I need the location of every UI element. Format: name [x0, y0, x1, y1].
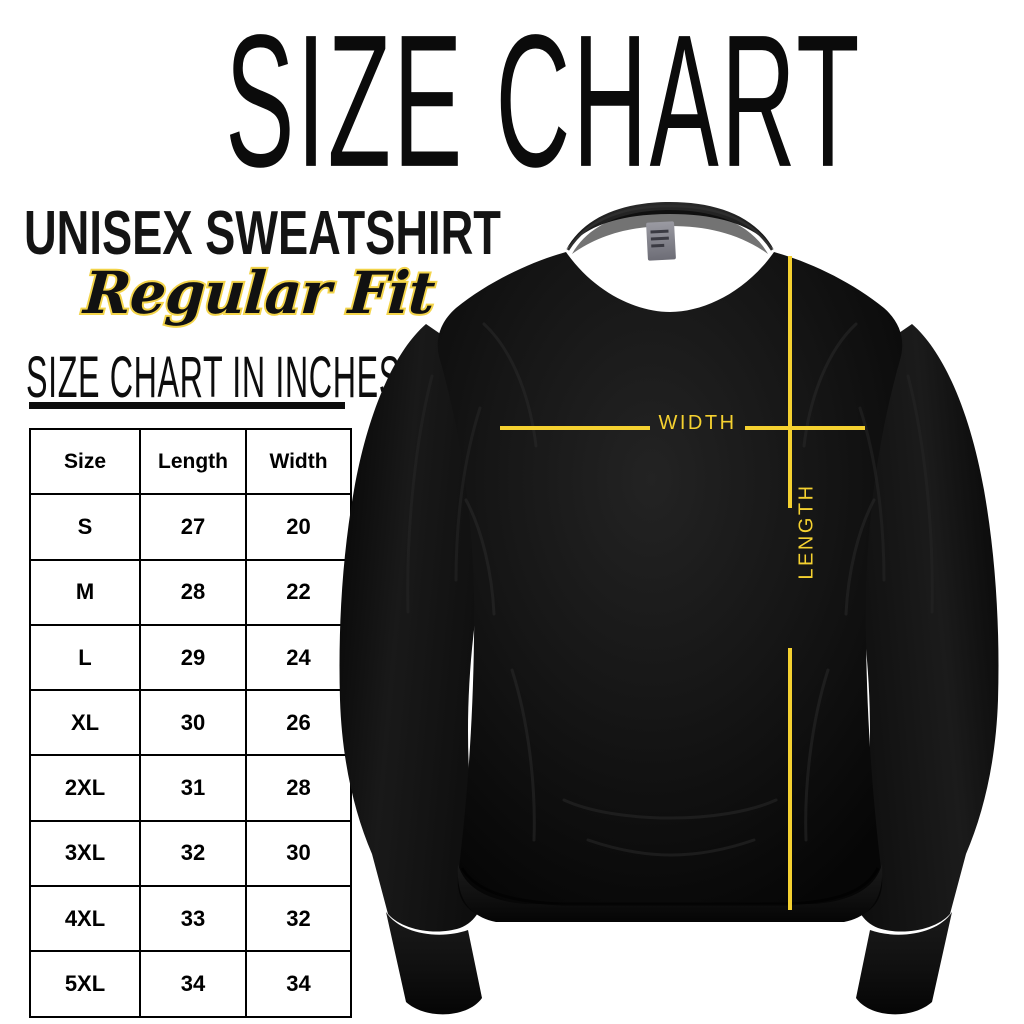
cell-length: 27	[139, 493, 247, 561]
table-row: 5XL 34 34	[29, 950, 352, 1018]
cell-length: 34	[139, 950, 247, 1018]
cell-width: 34	[245, 950, 352, 1018]
table-body: S 27 20 M 28 22 L 29 24 XL 30 26 2XL 31	[29, 493, 352, 1018]
cell-size: 5XL	[29, 950, 141, 1018]
table-row: 4XL 33 32	[29, 885, 352, 953]
cell-length: 33	[139, 885, 247, 953]
column-header-size: Size	[29, 427, 141, 496]
cell-size: L	[29, 623, 141, 692]
cell-length: 32	[139, 819, 247, 888]
units-heading: SIZE CHART IN INCHES	[26, 345, 401, 411]
cell-width: 24	[245, 623, 352, 692]
column-header-width: Width	[245, 427, 352, 496]
cell-width: 26	[245, 689, 352, 757]
product-name: UNISEX SWEATSHIRT	[24, 199, 501, 268]
cell-size: 4XL	[29, 885, 141, 953]
cell-size: 3XL	[29, 819, 141, 888]
cell-length: 29	[139, 623, 247, 692]
collar-rib	[566, 204, 774, 251]
units-heading-underline	[29, 402, 345, 409]
sweatshirt-photo	[316, 200, 1024, 1024]
cell-size: 2XL	[29, 754, 141, 822]
size-table: Size Length Width S 27 20 M 28 22 L 29 2…	[29, 427, 352, 1018]
cell-length: 31	[139, 754, 247, 822]
table-row: XL 30 26	[29, 689, 352, 757]
table-header-row: Size Length Width	[29, 427, 352, 496]
table-row: 2XL 31 28	[29, 754, 352, 822]
cell-width: 28	[245, 754, 352, 822]
table-row: 3XL 32 30	[29, 819, 352, 888]
cell-width: 22	[245, 558, 352, 626]
cell-size: S	[29, 493, 141, 561]
sleeve-seams	[406, 374, 934, 614]
table-row: M 28 22	[29, 558, 352, 626]
table-row: S 27 20	[29, 493, 352, 561]
shirt-body	[437, 252, 903, 920]
cell-width: 30	[245, 819, 352, 888]
cell-length: 28	[139, 558, 247, 626]
right-cuff	[856, 912, 952, 1015]
cell-size: XL	[29, 689, 141, 757]
bottom-hem	[457, 864, 883, 922]
neck-opening	[572, 210, 768, 254]
cell-length: 30	[139, 689, 247, 757]
sweatshirt-illustration	[339, 202, 999, 1015]
table-row: L 29 24	[29, 623, 352, 692]
cell-size: M	[29, 558, 141, 626]
column-header-length: Length	[139, 427, 247, 496]
page-title: SIZE CHART	[225, 0, 862, 207]
cell-width: 32	[245, 885, 352, 953]
left-cuff	[386, 912, 482, 1015]
hem-seam	[460, 867, 880, 906]
neck-label	[646, 221, 676, 261]
